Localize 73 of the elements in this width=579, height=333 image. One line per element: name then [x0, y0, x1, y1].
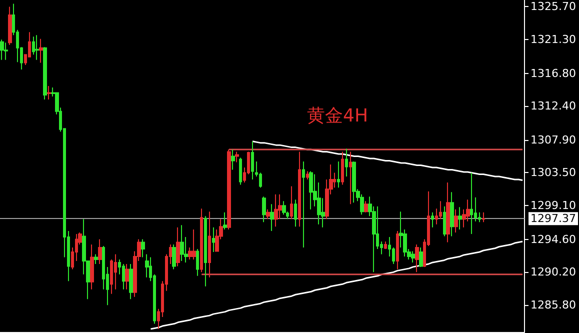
candlestick — [239, 157, 242, 186]
candlestick — [443, 206, 446, 237]
candlestick — [251, 140, 254, 180]
candlestick — [176, 226, 180, 267]
y-tick-label: 1303.50 — [530, 166, 576, 180]
candlestick — [47, 85, 51, 100]
text: 黄金4H — [307, 106, 368, 126]
y-tick-label: 1321.30 — [530, 33, 576, 46]
candlestick — [352, 161, 356, 204]
candlestick — [306, 170, 309, 180]
candlestick — [98, 238, 102, 264]
candlestick — [94, 254, 98, 264]
candlestick — [212, 226, 215, 252]
candlestick — [298, 151, 301, 228]
candlestick — [482, 212, 485, 223]
candlestick — [141, 238, 145, 258]
candlestick — [43, 46, 47, 100]
candlestick — [431, 212, 434, 228]
candlestick — [282, 200, 286, 216]
candlestick — [223, 212, 227, 230]
candlestick — [200, 208, 203, 273]
candlestick — [208, 211, 211, 278]
ref-line-label: 1297.37 — [530, 212, 576, 226]
candlestick — [384, 241, 387, 250]
candlestick — [196, 248, 199, 276]
candlestick — [302, 161, 305, 248]
y-tick-label: 1299.10 — [530, 199, 576, 212]
y-tick-label: 1325.70 — [530, 0, 576, 14]
candlestick — [4, 42, 8, 60]
candlestick — [337, 161, 340, 188]
candlestick — [266, 208, 270, 220]
candlestick — [470, 172, 473, 235]
candlestick — [341, 151, 344, 186]
candlestick — [180, 224, 184, 262]
candlestick — [122, 263, 125, 290]
candlestick — [172, 244, 176, 270]
candlestick — [125, 263, 129, 290]
y-tick-label: 1290.20 — [530, 266, 576, 279]
candlestick — [454, 208, 458, 234]
candlestick — [227, 149, 231, 230]
candlestick — [419, 247, 423, 268]
candlestick — [114, 254, 117, 290]
candlestick — [262, 196, 266, 223]
candlestick — [39, 38, 43, 64]
candlestick — [192, 229, 196, 260]
candlestick — [294, 199, 297, 228]
candlestick — [345, 148, 348, 177]
y-tick-label: 1307.90 — [530, 133, 576, 146]
candlestick — [396, 230, 399, 270]
candlestick — [0, 39, 4, 60]
y-tick-label: 1316.80 — [530, 66, 576, 80]
candlestick — [90, 244, 94, 290]
y-tick-label: 1285.80 — [530, 298, 576, 312]
candlestick — [364, 200, 368, 213]
candlestick — [458, 206, 462, 230]
candlestick — [270, 204, 274, 232]
candlestick — [309, 170, 313, 210]
candlestick — [235, 151, 239, 163]
candlestick — [290, 186, 293, 220]
candlestick — [204, 216, 207, 287]
candlestick — [450, 192, 454, 237]
candlestick — [411, 250, 415, 263]
candlestick — [231, 149, 235, 170]
candlestick — [349, 151, 352, 205]
candlestick — [8, 6, 12, 46]
candlestick — [35, 34, 39, 60]
y-tick-label: 1294.60 — [530, 232, 576, 246]
candlestick — [145, 254, 149, 278]
candlestick — [129, 263, 133, 300]
candlestick — [274, 194, 278, 228]
candlestick — [415, 244, 419, 273]
y-tick-label: 1312.40 — [530, 100, 576, 113]
candlestick — [446, 182, 450, 243]
